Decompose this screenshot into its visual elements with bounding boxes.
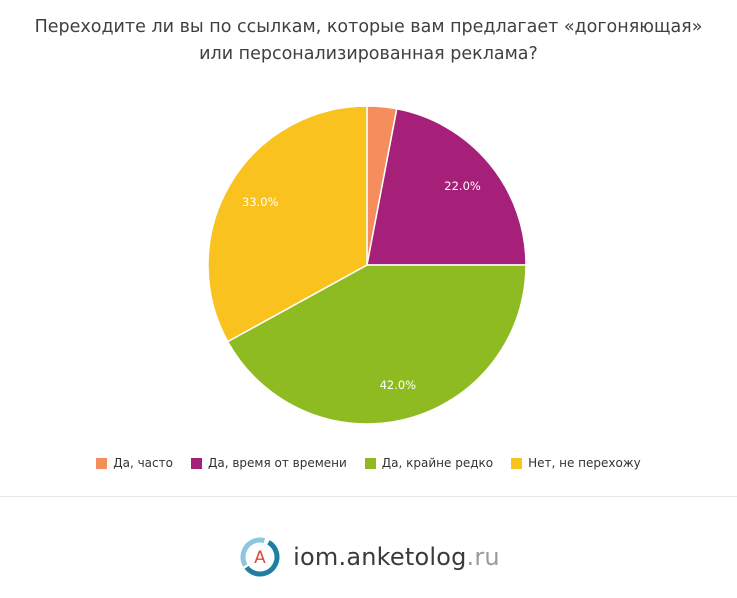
footer-divider — [0, 496, 737, 497]
anketolog-logo-icon: A — [240, 537, 280, 577]
legend-label: Да, часто — [113, 456, 173, 470]
chart-legend: Да, часто Да, время от времени Да, крайн… — [0, 456, 737, 470]
chart-title: Переходите ли вы по ссылкам, которые вам… — [0, 14, 737, 68]
legend-swatch — [190, 457, 202, 469]
brand-footer[interactable]: A iom.anketolog.ru — [0, 534, 737, 580]
legend-label: Нет, не перехожу — [528, 456, 641, 470]
legend-item-often[interactable]: Да, часто — [96, 456, 173, 470]
brand-tld: .ru — [466, 543, 500, 571]
pie-slice-4[interactable] — [207, 105, 368, 343]
logo-letter: A — [254, 548, 266, 568]
brand-name: iom.anketolog.ru — [293, 543, 500, 571]
legend-item-sometimes[interactable]: Да, время от времени — [190, 456, 347, 470]
legend-swatch — [511, 457, 523, 469]
pie-slice-2[interactable] — [366, 107, 527, 266]
slice-data-label: 42.0% — [380, 378, 417, 392]
chart-title-line-1: Переходите ли вы по ссылкам, которые вам… — [34, 17, 703, 37]
pie-chart: 22.0% 42.0% 33.0% — [207, 105, 527, 425]
chart-title-line-2: или персонализированная реклама? — [199, 44, 538, 64]
slice-data-label: 33.0% — [242, 195, 279, 209]
legend-item-rarely[interactable]: Да, крайне редко — [364, 456, 494, 470]
legend-item-never[interactable]: Нет, не перехожу — [511, 456, 641, 470]
legend-swatch — [364, 457, 376, 469]
slice-data-label: 22.0% — [444, 179, 481, 193]
legend-swatch — [96, 457, 108, 469]
brand-domain: iom.anketolog — [293, 543, 467, 571]
pie-slice-3[interactable] — [226, 264, 527, 425]
legend-label: Да, крайне редко — [381, 456, 494, 470]
legend-label: Да, время от времени — [207, 456, 347, 470]
